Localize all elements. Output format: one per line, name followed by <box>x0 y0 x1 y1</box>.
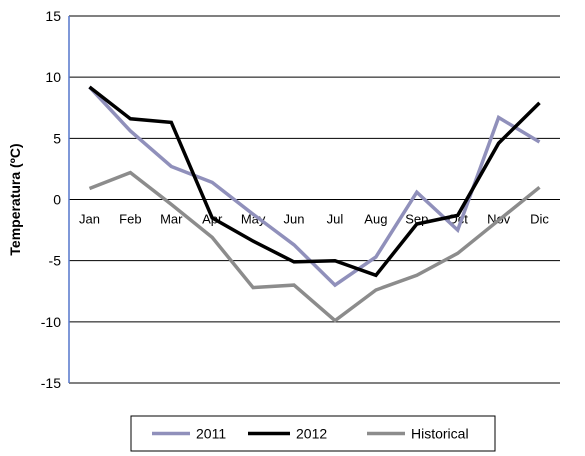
x-category-label: May <box>241 212 266 227</box>
legend-box <box>130 415 496 452</box>
y-tick-label: -15 <box>41 375 61 391</box>
series-line-2 <box>88 170 541 323</box>
series-lines <box>88 85 541 323</box>
y-tick-label: 15 <box>45 8 61 24</box>
x-category-label: Dic <box>530 212 549 227</box>
legend: 2011 2012 Historical <box>130 415 496 452</box>
series-line-1 <box>88 85 541 278</box>
x-category-label: Jul <box>327 212 344 227</box>
y-tick-label: -10 <box>41 314 61 330</box>
x-category-label: Jun <box>284 212 305 227</box>
category-labels: Jan Feb Mar Apr May Jun Jul Aug Sep Oct Nov Dic <box>79 212 549 227</box>
x-category-label: Jan <box>79 212 100 227</box>
y-axis-ticks: 15 10 5 0 -5 -10 -15 <box>41 8 61 391</box>
y-tick-label: 0 <box>53 192 61 208</box>
x-category-label: Aug <box>364 212 387 227</box>
x-category-label: Feb <box>119 212 141 227</box>
legend-label: 2011 <box>196 426 226 442</box>
legend-label: 2012 <box>296 426 327 442</box>
y-tick-label: 5 <box>53 130 61 146</box>
series-line-0 <box>88 85 541 288</box>
y-axis-label: Temperatura (ºC) <box>7 143 23 255</box>
y-tick-label: 10 <box>45 69 61 85</box>
y-tick-label: -5 <box>49 253 62 269</box>
gridlines <box>69 15 560 384</box>
x-category-label: Mar <box>160 212 183 227</box>
legend-label: Historical <box>411 426 469 442</box>
